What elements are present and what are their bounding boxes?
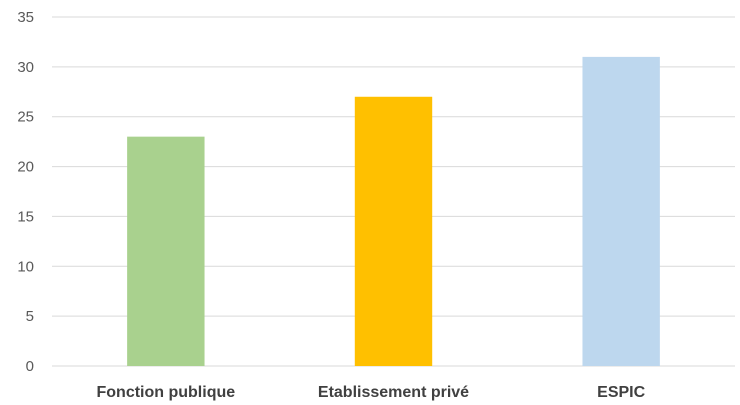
x-category-label: ESPIC bbox=[597, 384, 645, 401]
y-tick-label: 0 bbox=[26, 358, 34, 375]
y-tick-label: 20 bbox=[17, 159, 34, 176]
y-tick-label: 35 bbox=[17, 9, 34, 26]
x-axis-labels: Fonction publique Etablissement privé ESPI… bbox=[97, 384, 646, 401]
bar bbox=[127, 136, 205, 366]
bar bbox=[582, 56, 660, 367]
y-axis-ticks: 0 5 10 15 20 25 30 35 bbox=[17, 9, 34, 375]
y-tick-label: 5 bbox=[26, 308, 34, 325]
bars bbox=[127, 56, 660, 367]
x-category-label: Etablissement privé bbox=[318, 384, 469, 401]
y-tick-label: 10 bbox=[17, 258, 34, 275]
bar bbox=[354, 96, 433, 367]
y-tick-label: 25 bbox=[17, 109, 34, 126]
x-category-label: Fonction publique bbox=[97, 384, 236, 401]
y-tick-label: 15 bbox=[17, 208, 34, 225]
y-tick-label: 30 bbox=[17, 59, 34, 76]
